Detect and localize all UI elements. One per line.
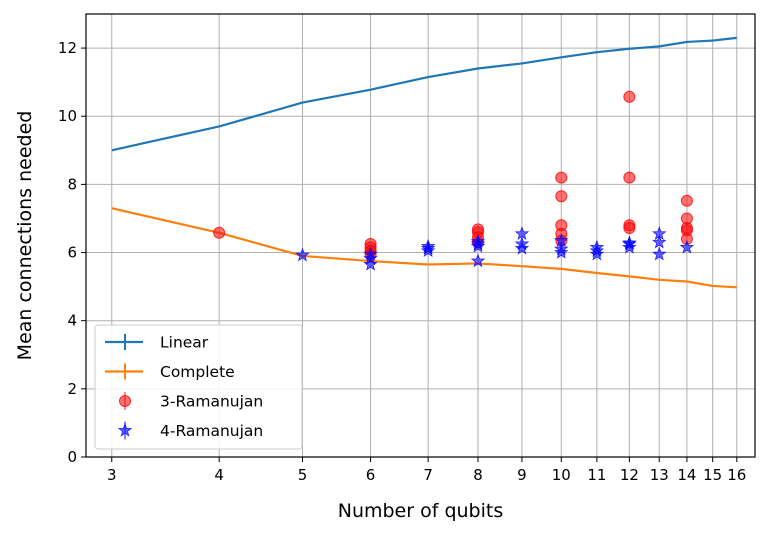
ramanujan4-point [554,241,569,256]
ramanujan4-point [295,247,310,262]
x-tick-label: 5 [298,466,308,484]
y-tick-label: 6 [67,244,77,262]
ramanujan4-point [363,251,378,265]
x-tick-label: 10 [552,466,571,484]
legend-marker-3-ramanujan [119,395,131,407]
x-tick-label: 13 [650,466,669,484]
ramanujan4-point [622,235,637,250]
ramanujan4-point [554,232,569,247]
y-tick-label: 0 [67,448,77,466]
ramanujan4-point [470,253,486,268]
ramanujan3-point [213,226,226,239]
y-tick-label: 2 [67,380,77,398]
ramanujan4-point [651,226,667,240]
ramanujan4-point [514,236,530,251]
ramanujan4-point [470,233,486,248]
x-tick-label: 14 [677,466,696,484]
y-tick-label: 8 [67,175,77,193]
legend-label-complete: Complete [160,363,235,381]
plot-frame [85,13,756,458]
legend-label-3-ramanujan: 3-Ramanujan [160,393,263,411]
ramanujan4-point [363,256,378,271]
ramanujan3-point [623,90,636,103]
x-axis-label: Number of qubits [338,500,504,522]
ramanujan4-point [363,246,378,261]
x-tick-label: 9 [517,466,527,484]
x-tick-label: 11 [587,466,606,484]
legend: Linear Complete 3-Ramanujan 4-Ramanujan [94,324,303,450]
series-layer [111,36,737,289]
grid [86,14,755,458]
y-tick-label: 12 [58,39,77,57]
series-4-ramanujan [295,226,695,271]
ramanujan4-point [514,240,530,255]
series-complete [111,207,737,289]
ramanujan3-point [555,190,568,203]
complete-line [111,207,737,289]
ramanujan3-point [623,222,636,235]
y-tick-label: 4 [67,312,77,330]
x-tick-label: 3 [107,466,117,484]
x-tick-label: 4 [214,466,224,484]
ramanujan4-point [651,246,667,261]
legend-marker-4-ramanujan [117,422,133,437]
y-tick-label: 10 [58,107,77,125]
x-tick-label: 6 [366,466,376,484]
ramanujan3-point [680,194,693,207]
x-tick-label: 12 [620,466,639,484]
x-tick-label: 7 [423,466,433,484]
ticks: 3 4 5 6 7 8 9 10 11 12 13 14 15 16 0 2 4 6 8 10 12 [58,39,746,484]
ramanujan4-point [589,239,605,254]
ramanujan3-point [555,171,568,184]
y-axis-label: Mean connections needed [14,111,36,361]
legend-label-linear: Linear [160,334,209,352]
x-tick-label: 8 [473,466,483,484]
linear-line [111,36,737,152]
legend-box [94,324,303,450]
series-linear [111,36,737,152]
ramanujan4-point [514,226,530,240]
legend-label-4-ramanujan: 4-Ramanujan [160,422,263,440]
ramanujan4-point [679,239,695,254]
ramanujan4-point [651,234,667,249]
ramanujan3-point [623,171,636,184]
x-tick-label: 16 [727,466,746,484]
ramanujan4-point [420,238,436,253]
x-tick-label: 15 [703,466,722,484]
